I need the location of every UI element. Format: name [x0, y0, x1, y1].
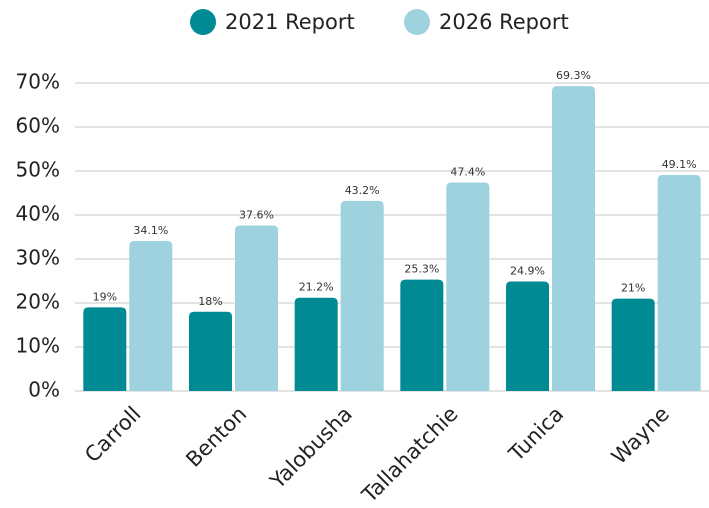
value-label: 47.4%	[450, 165, 485, 178]
y-tick-label: 40%	[16, 202, 60, 226]
legend-swatch	[404, 9, 430, 35]
y-tick-label: 50%	[16, 158, 60, 182]
bar	[129, 240, 173, 391]
value-label: 43.2%	[345, 184, 380, 197]
value-label: 49.1%	[662, 158, 697, 171]
bar	[657, 174, 701, 391]
value-label: 19%	[93, 290, 117, 303]
value-label: 24.9%	[510, 264, 545, 277]
legend-label: 2021 Report	[225, 10, 355, 34]
bar	[400, 279, 444, 391]
y-tick-label: 70%	[16, 70, 60, 94]
x-tick-label: Carroll	[80, 402, 145, 467]
x-tick-label: Tunica	[504, 402, 569, 467]
y-tick-label: 20%	[16, 290, 60, 314]
bar	[552, 86, 595, 391]
x-tick-label: Yalobusha	[265, 402, 357, 494]
y-tick-label: 10%	[16, 334, 60, 358]
x-tick-label: Wayne	[607, 402, 674, 469]
y-tick-label: 60%	[16, 114, 60, 138]
bar	[611, 298, 655, 391]
value-label: 18%	[198, 295, 222, 308]
bar	[235, 225, 278, 391]
bar	[446, 182, 490, 391]
bar	[294, 297, 338, 391]
legend-label: 2026 Report	[439, 10, 569, 34]
value-label: 37.6%	[239, 209, 274, 222]
bar	[189, 311, 232, 391]
value-label: 25.3%	[404, 263, 439, 276]
y-tick-label: 0%	[28, 378, 60, 402]
value-label: 21%	[621, 282, 645, 295]
bar	[83, 307, 127, 391]
y-tick-label: 30%	[16, 246, 60, 270]
bar	[506, 281, 549, 391]
x-tick-label: Benton	[181, 402, 251, 472]
value-label: 21.2%	[299, 281, 334, 294]
legend-swatch	[190, 9, 216, 35]
bar	[340, 200, 384, 391]
x-tick-label: Tallahatchie	[357, 402, 463, 508]
value-label: 69.3%	[556, 69, 591, 82]
value-label: 34.1%	[133, 224, 168, 237]
